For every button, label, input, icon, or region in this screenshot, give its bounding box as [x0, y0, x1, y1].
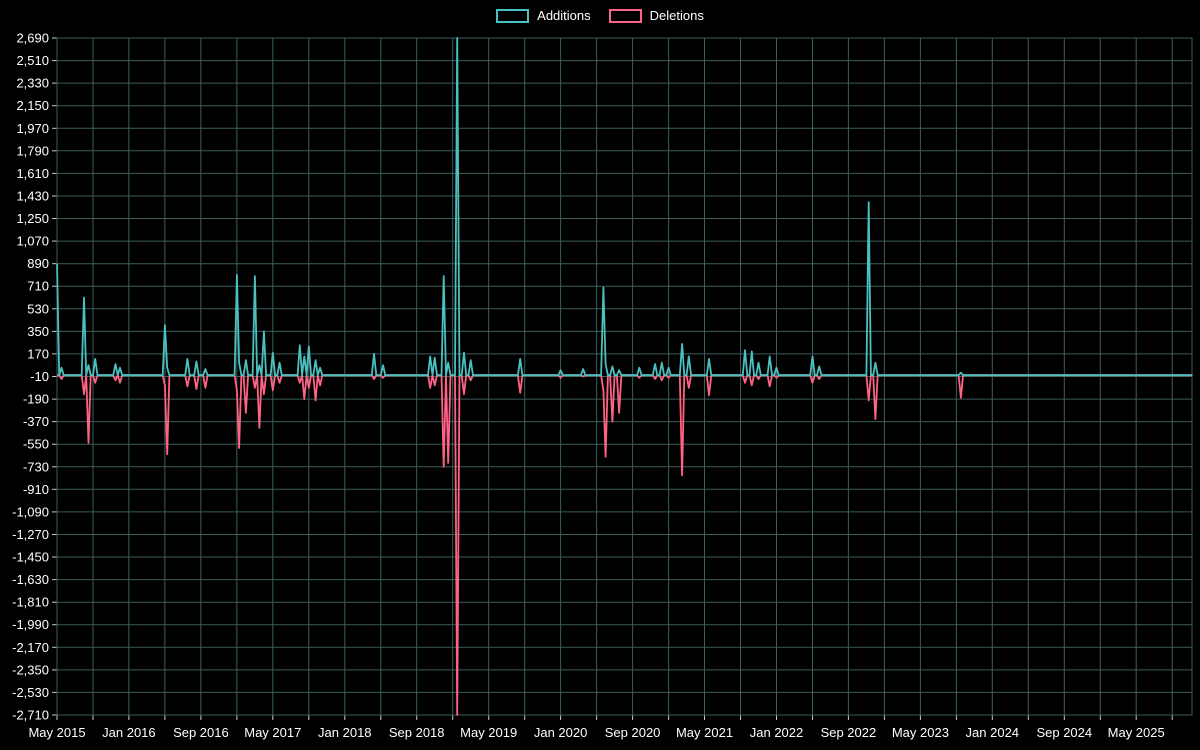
svg-text:2,150: 2,150: [16, 98, 49, 113]
svg-text:-190: -190: [23, 392, 49, 407]
svg-text:-2,530: -2,530: [12, 685, 49, 700]
svg-text:-1,630: -1,630: [12, 572, 49, 587]
deletions-legend-swatch: [608, 9, 642, 23]
svg-text:2,330: 2,330: [16, 76, 49, 91]
legend-item-deletions[interactable]: Deletions: [608, 8, 704, 24]
svg-text:-550: -550: [23, 437, 49, 452]
svg-text:Jan 2018: Jan 2018: [318, 725, 372, 740]
svg-text:Jan 2016: Jan 2016: [102, 725, 156, 740]
svg-text:Jan 2022: Jan 2022: [750, 725, 804, 740]
svg-text:1,070: 1,070: [16, 234, 49, 249]
svg-text:Jan 2024: Jan 2024: [966, 725, 1020, 740]
svg-text:Sep 2020: Sep 2020: [605, 725, 661, 740]
svg-text:Sep 2016: Sep 2016: [173, 725, 229, 740]
svg-text:-370: -370: [23, 414, 49, 429]
svg-text:May 2015: May 2015: [28, 725, 85, 740]
svg-text:350: 350: [27, 324, 49, 339]
svg-text:Sep 2024: Sep 2024: [1036, 725, 1092, 740]
legend-item-additions[interactable]: Additions: [496, 8, 591, 24]
svg-text:-910: -910: [23, 482, 49, 497]
svg-text:1,610: 1,610: [16, 166, 49, 181]
svg-text:1,970: 1,970: [16, 121, 49, 136]
deletions-legend-label: Deletions: [649, 8, 704, 23]
svg-text:2,510: 2,510: [16, 53, 49, 68]
svg-text:2,690: 2,690: [16, 31, 49, 46]
additions-legend-swatch: [496, 9, 530, 23]
svg-text:1,790: 1,790: [16, 143, 49, 158]
svg-text:170: 170: [27, 346, 49, 361]
svg-text:-1,270: -1,270: [12, 527, 49, 542]
svg-text:-730: -730: [23, 459, 49, 474]
svg-text:May 2023: May 2023: [892, 725, 949, 740]
svg-text:-2,710: -2,710: [12, 708, 49, 723]
svg-text:Sep 2018: Sep 2018: [389, 725, 445, 740]
svg-text:-1,090: -1,090: [12, 504, 49, 519]
svg-text:-1,450: -1,450: [12, 550, 49, 565]
svg-text:530: 530: [27, 301, 49, 316]
svg-text:May 2019: May 2019: [460, 725, 517, 740]
additions-legend-label: Additions: [537, 8, 591, 23]
svg-text:710: 710: [27, 279, 49, 294]
svg-text:1,250: 1,250: [16, 211, 49, 226]
svg-text:890: 890: [27, 256, 49, 271]
svg-text:-10: -10: [30, 369, 49, 384]
chart-legend: Additions Deletions: [0, 8, 1200, 24]
svg-text:May 2021: May 2021: [676, 725, 733, 740]
svg-text:Sep 2022: Sep 2022: [821, 725, 877, 740]
svg-text:-2,170: -2,170: [12, 640, 49, 655]
svg-text:Jan 2020: Jan 2020: [534, 725, 588, 740]
svg-text:-1,810: -1,810: [12, 595, 49, 610]
svg-text:-1,990: -1,990: [12, 617, 49, 632]
svg-text:May 2025: May 2025: [1108, 725, 1165, 740]
svg-text:May 2017: May 2017: [244, 725, 301, 740]
svg-text:-2,350: -2,350: [12, 662, 49, 677]
svg-text:1,430: 1,430: [16, 189, 49, 204]
